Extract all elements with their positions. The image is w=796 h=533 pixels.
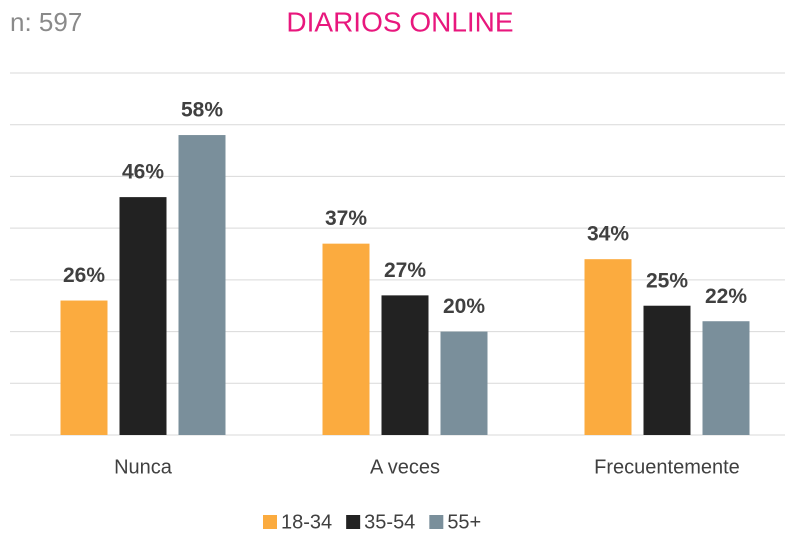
data-label: 22% <box>705 285 747 308</box>
legend-swatch <box>263 515 277 529</box>
bar <box>381 295 429 435</box>
legend-swatch <box>346 515 361 529</box>
data-label: 25% <box>646 269 688 292</box>
chart-title: DIARIOS ONLINE <box>286 6 513 37</box>
bar <box>643 305 691 435</box>
bar <box>702 321 750 435</box>
bar <box>322 243 370 435</box>
bar <box>119 197 167 435</box>
data-label: 26% <box>63 264 105 287</box>
legend-swatch <box>429 515 444 529</box>
data-label: 34% <box>587 223 629 246</box>
x-tick-label: A veces <box>370 456 440 478</box>
data-label: 58% <box>181 99 223 122</box>
bar <box>440 331 488 435</box>
legend-label: 35-54 <box>364 511 415 533</box>
x-tick-label: Frecuentemente <box>594 456 740 478</box>
bar <box>60 300 108 435</box>
bar <box>584 259 632 435</box>
data-label: 37% <box>325 207 367 230</box>
chart-subtitle: n: 597 <box>10 7 82 37</box>
legend-label: 18-34 <box>281 511 332 533</box>
legend-label: 55+ <box>447 511 481 533</box>
bar <box>178 135 226 436</box>
data-label: 27% <box>384 259 426 282</box>
data-label: 20% <box>443 295 485 318</box>
data-label: 46% <box>122 161 164 184</box>
x-tick-label: Nunca <box>114 456 173 478</box>
